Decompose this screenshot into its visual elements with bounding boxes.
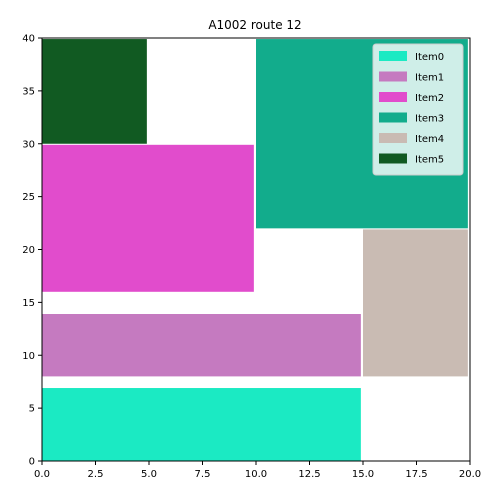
x-tick-label: 2.5 xyxy=(88,469,104,480)
legend-swatch-item2 xyxy=(379,92,407,102)
legend-label-item4: Item4 xyxy=(415,134,444,145)
y-tick-label: 25 xyxy=(22,192,35,203)
legend-label-item5: Item5 xyxy=(415,155,444,166)
y-tick-label: 15 xyxy=(22,298,35,309)
chart-title: A1002 route 12 xyxy=(208,18,301,32)
legend-swatch-item5 xyxy=(379,153,407,164)
x-tick-label: 20.0 xyxy=(459,469,481,480)
y-tick-label: 10 xyxy=(22,351,35,362)
legend-label-item0: Item0 xyxy=(415,52,444,63)
y-tick-label: 40 xyxy=(22,34,35,45)
bar-item2 xyxy=(42,144,254,292)
y-tick-label: 35 xyxy=(22,86,35,97)
y-tick-label: 5 xyxy=(29,404,35,415)
legend-swatch-item1 xyxy=(379,71,407,82)
legend: Item0 Item1 Item2 Item3 Item4 Item5 xyxy=(372,43,464,176)
legend-swatch-item0 xyxy=(379,51,407,61)
x-tick-label: 17.5 xyxy=(405,469,427,480)
x-tick-label: 7.5 xyxy=(195,469,211,480)
legend-label-item2: Item2 xyxy=(415,93,444,104)
x-tick-label: 10.0 xyxy=(245,469,267,480)
y-tick-label: 20 xyxy=(22,245,35,256)
bars-group xyxy=(42,39,468,461)
bar-item1 xyxy=(42,314,361,377)
bar-item0 xyxy=(42,388,361,461)
bar-item4 xyxy=(363,229,468,377)
y-tick-label: 30 xyxy=(22,139,35,150)
x-tick-label: 15.0 xyxy=(352,469,374,480)
legend-label-item1: Item1 xyxy=(415,73,444,84)
legend-swatch-item4 xyxy=(379,133,407,143)
x-tick-label: 5.0 xyxy=(141,469,157,480)
axes-group: 0.0 2.5 5.0 7.5 10.0 12.5 15.0 17.5 20.0 0 5 10 15 20… xyxy=(22,34,481,481)
legend-label-item3: Item3 xyxy=(415,114,444,125)
x-tick-label: 0.0 xyxy=(34,469,50,480)
legend-swatch-item3 xyxy=(379,112,407,123)
bar-item5 xyxy=(42,39,147,144)
y-tick-label: 0 xyxy=(29,457,35,468)
x-tick-label: 12.5 xyxy=(298,469,320,480)
